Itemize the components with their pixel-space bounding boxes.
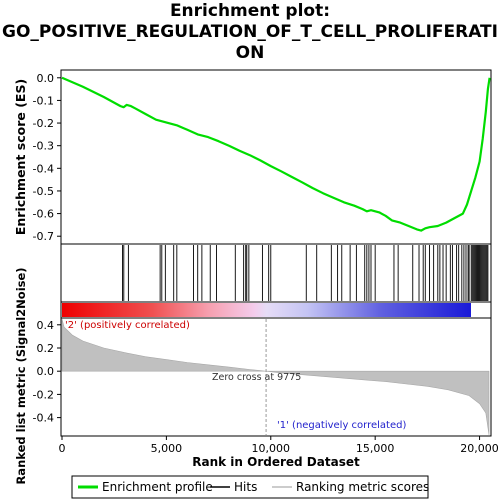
metric-y-axis-label: Ranked list metric (Signal2Noise): [14, 267, 28, 484]
metric-y-tick-label: 0.0: [37, 365, 55, 378]
es-panel-frame: [61, 70, 491, 244]
x-tick-label: 10,000: [252, 442, 291, 455]
es-y-tick-label: -0.6: [33, 208, 54, 221]
negative-correlation-label: '1' (negatively correlated): [277, 420, 406, 431]
es-y-tick-label: -0.2: [33, 117, 54, 130]
es-y-tick-label: 0.0: [37, 72, 55, 85]
hits-panel-frame: [61, 244, 491, 302]
es-y-axis-label: Enrichment score (ES): [13, 79, 28, 235]
es-y-tick-label: -0.3: [33, 140, 54, 153]
es-y-tick-label: -0.5: [33, 185, 54, 198]
metric-y-axis: 0.4 0.2 0.0 -0.2 -0.4: [33, 319, 61, 425]
x-tick-label: 15,000: [356, 442, 395, 455]
x-axis: 0 5,000 10,000 15,000 20,000: [59, 436, 499, 455]
es-y-tick-label: -0.4: [33, 162, 54, 175]
x-tick-label: 0: [59, 442, 66, 455]
legend: Enrichment profile Hits Ranking metric s…: [72, 476, 429, 498]
legend-label-ranking-metric: Ranking metric scores: [296, 480, 429, 494]
positive-correlation-label: '2' (positively correlated): [65, 320, 190, 331]
legend-label-enrichment-profile: Enrichment profile: [102, 480, 213, 494]
x-tick-label: 20,000: [460, 442, 499, 455]
zero-cross-label: Zero cross at 9775: [212, 372, 301, 383]
legend-label-hits: Hits: [234, 480, 257, 494]
es-y-axis: 0.0 -0.1 -0.2 -0.3 -0.4 -0.5 -0.6 -0.7: [33, 72, 61, 243]
x-axis-label: Rank in Ordered Dataset: [192, 455, 360, 469]
x-tick-label: 5,000: [151, 442, 183, 455]
rank-colorbar: [62, 303, 471, 317]
metric-y-tick-label: 0.4: [37, 319, 55, 332]
es-y-tick-label: -0.7: [33, 230, 54, 243]
es-y-tick-label: -0.1: [33, 94, 54, 107]
metric-y-tick-label: -0.4: [33, 412, 54, 425]
metric-y-tick-label: -0.2: [33, 388, 54, 401]
metric-y-tick-label: 0.2: [37, 342, 55, 355]
